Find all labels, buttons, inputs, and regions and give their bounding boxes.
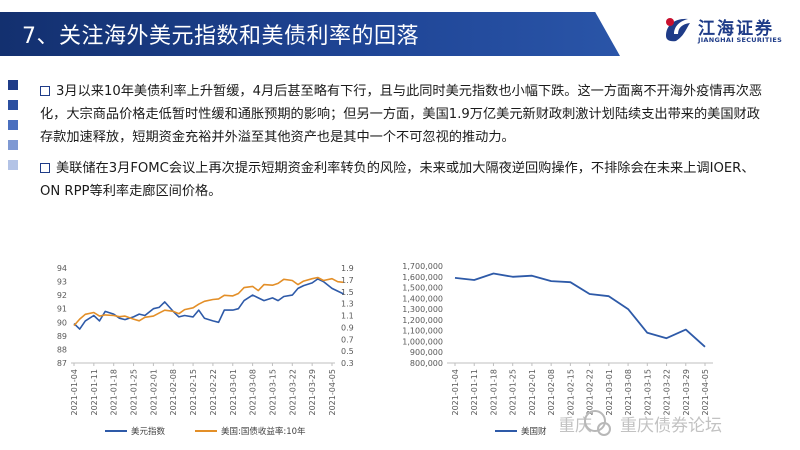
y-right-tick-label: 0.5 [341,347,354,356]
series-line-treasury-deposit [454,272,706,348]
y-left-tick-label: 89 [57,332,67,341]
series-line-dollar-index [73,278,344,330]
watermark: 重庆 重庆债券论坛 [560,410,722,436]
y-tick-label: 1,100,000 [402,327,443,336]
y-tick-label: 1,500,000 [402,284,443,293]
decor-block [8,100,18,110]
x-tick-label: 2021-03-29 [308,369,317,416]
y-tick-label: 800,000 [410,359,443,368]
y-tick-label: 1,700,000 [402,262,443,271]
x-tick-label: 2021-02-08 [547,369,556,416]
y-tick-label: 1,300,000 [402,305,443,314]
x-tick-label: 2021-03-29 [682,369,691,416]
logo-name-cn: 江海证券 [698,19,774,39]
company-logo: 江海证券 JIANGHAI SECURITIES [660,12,790,52]
x-tick-label: 2021-02-01 [149,369,158,416]
x-tick-label: 2021-02-22 [586,369,595,416]
watermark-text-left: 重庆 [560,416,592,436]
x-tick-label: 2021-02-15 [189,369,198,416]
x-tick-label: 2021-01-11 [470,369,479,416]
header: 7、关注海外美元指数和美债利率的回落 江海证券 JIANGHAI SECURIT… [0,0,800,64]
y-tick-label: 1,600,000 [402,273,443,282]
y-right-tick-label: 1.3 [341,300,354,309]
y-right-tick-label: 0.9 [341,323,354,332]
chart-dollar-treasury-svg: 87 88 89 90 91 92 93 94 0.3 0.5 0.7 0.9 1.1 1.3 1.5 1.7… [57,264,354,437]
logo-name-en: JIANGHAI SECURITIES [698,36,783,44]
watermark-icon-small [597,422,611,436]
x-tick-label: 2021-03-01 [605,369,614,416]
x-tick-label: 2021-03-08 [624,369,633,416]
y-left-tick-label: 92 [57,291,67,300]
legend-label-dollar-index: 美元指数 [131,426,166,437]
y-right-tick-label: 1.9 [341,264,354,273]
y-right-tick-label: 1.1 [341,312,354,321]
y-left-tick-label: 90 [57,318,67,327]
x-tick-label: 2021-01-04 [70,369,79,416]
logo-icon [666,18,690,42]
chart-treasury-deposit: 800,000 900,000 1,000,000 1,100,000 1,200,00… [395,258,725,448]
x-tick-label: 2021-01-25 [130,369,139,416]
x-tick-label: 2021-03-01 [229,369,238,416]
x-tick-label: 2021-02-08 [169,369,178,416]
y-left-tick-label: 87 [57,359,67,368]
bullet-square-icon [40,86,50,96]
legend-label-treasury-deposit: 美国财 [521,426,547,437]
x-tick-label: 2021-01-11 [90,369,99,416]
x-tick-label: 2021-02-22 [209,369,218,416]
x-tick-label: 2021-04-05 [701,369,710,416]
y-left-tick-label: 93 [57,278,67,287]
y-tick-label: 1,200,000 [402,316,443,325]
y-left-tick-label: 88 [57,345,67,354]
x-tick-label: 2021-01-18 [110,369,119,416]
decor-block [8,160,18,170]
title-bar [0,12,620,56]
x-tick-label: 2021-02-15 [566,369,575,416]
x-tick-label: 2021-03-15 [268,369,277,416]
paragraph-1-text: 3月以来10年美债利率上升暂缓，4月后甚至略有下行，且与此同时美元指数也小幅下跌… [40,84,763,145]
x-tick-label: 2021-01-04 [451,369,460,416]
watermark-text-right: 重庆债券论坛 [620,416,722,436]
bullet-square-icon [40,163,50,173]
decor-block [8,80,18,90]
x-tick-label: 2021-03-08 [249,369,258,416]
decor-blocks [8,80,24,180]
decor-block [8,140,18,150]
text-content: 3月以来10年美债利率上升暂缓，4月后甚至略有下行，且与此同时美元指数也小幅下跌… [40,80,765,211]
decor-block [8,120,18,130]
x-tick-label: 2021-03-22 [288,369,297,416]
y-left-tick-label: 94 [57,264,67,273]
page-title: 7、关注海外美元指数和美债利率的回落 [22,24,419,49]
paragraph-2: 美联储在3月FOMC会议上再次提示短期资金利率转负的风险，未来或加大隔夜逆回购操… [40,157,765,203]
x-tick-label: 2021-02-01 [528,369,537,416]
y-right-tick-label: 0.7 [341,335,354,344]
legend-label-treasury-yield: 美国:国债收益率:10年 [221,426,306,437]
watermark-icon [584,410,606,432]
x-tick-label: 2021-01-25 [509,369,518,416]
y-right-tick-label: 1.5 [341,288,354,297]
x-tick-label: 2021-04-05 [328,369,337,416]
paragraph-2-text: 美联储在3月FOMC会议上再次提示短期资金利率转负的风险，未来或加大隔夜逆回购操… [40,161,755,199]
x-tick-label: 2021-01-18 [489,369,498,416]
series-line-treasury-yield [73,276,344,327]
x-tick-label: 2021-03-22 [663,369,672,416]
chart-dollar-treasury: 87 88 89 90 91 92 93 94 0.3 0.5 0.7 0.9 1.1 1.3 1.5 1.7… [45,258,375,448]
y-tick-label: 900,000 [410,348,443,357]
y-left-tick-label: 91 [57,305,67,314]
y-right-tick-label: 1.7 [341,276,354,285]
y-right-tick-label: 0.3 [341,359,354,368]
x-tick-label: 2021-03-15 [643,369,652,416]
y-tick-label: 1,400,000 [402,294,443,303]
paragraph-1: 3月以来10年美债利率上升暂缓，4月后甚至略有下行，且与此同时美元指数也小幅下跌… [40,80,765,149]
y-tick-label: 1,000,000 [402,337,443,346]
